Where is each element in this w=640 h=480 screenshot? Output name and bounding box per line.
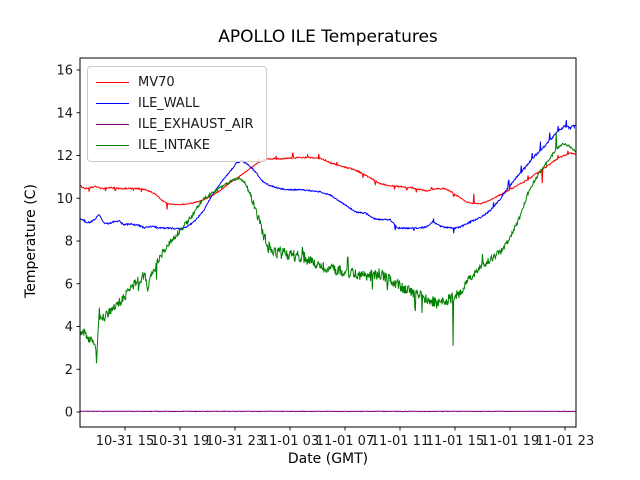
chart-title: APOLLO ILE Temperatures — [218, 27, 438, 47]
legend-label: ILE_EXHAUST_AIR — [138, 117, 254, 132]
x-tick-label: 11-01 15 — [426, 434, 484, 449]
legend-line-sample — [96, 103, 129, 104]
legend-entry-ile_intake: ILE_INTAKE — [96, 135, 254, 156]
series-group — [80, 120, 576, 413]
x-tick-label: 11-01 19 — [481, 434, 539, 449]
x-axis-label: Date (GMT) — [287, 451, 369, 467]
legend-line-sample — [96, 145, 129, 146]
x-tick-label: 11-01 07 — [316, 434, 374, 449]
legend-label: ILE_INTAKE — [138, 138, 210, 153]
y-tick-label: 4 — [65, 320, 73, 335]
series-line-ile_wall — [80, 120, 576, 234]
legend-entry-ile_wall: ILE_WALL — [96, 93, 254, 114]
x-tick-label: 11-01 23 — [536, 434, 594, 449]
legend-label: MV70 — [138, 75, 175, 90]
legend-line-sample — [96, 82, 129, 83]
x-tick-label: 10-31 15 — [96, 434, 154, 449]
legend: MV70 ILE_WALL ILE_EXHAUST_AIR ILE_INTAKE — [87, 66, 267, 162]
y-tick-label: 10 — [56, 192, 73, 207]
y-tick-label: 6 — [65, 277, 73, 292]
x-tick-label: 10-31 23 — [206, 434, 264, 449]
x-tick-label: 10-31 19 — [151, 434, 209, 449]
y-tick-label: 0 — [65, 406, 73, 421]
y-tick-label: 12 — [56, 149, 73, 164]
y-tick-label: 8 — [65, 235, 73, 250]
y-tick-label: 2 — [65, 363, 73, 378]
axes-spines — [79, 57, 577, 428]
series-line-mv70 — [80, 150, 576, 210]
legend-line-sample — [96, 124, 129, 125]
legend-label: ILE_WALL — [138, 96, 200, 111]
legend-entry-ile_exhaust_air: ILE_EXHAUST_AIR — [96, 114, 254, 135]
legend-entry-mv70: MV70 — [96, 72, 254, 93]
series-line-ile_exhaust_air — [80, 410, 576, 413]
y-tick-label: 16 — [56, 64, 73, 79]
series-line-ile_intake — [80, 132, 576, 364]
x-tick-label: 11-01 03 — [261, 434, 319, 449]
y-tick-label: 14 — [56, 106, 73, 121]
x-tick-label: 11-01 11 — [371, 434, 429, 449]
